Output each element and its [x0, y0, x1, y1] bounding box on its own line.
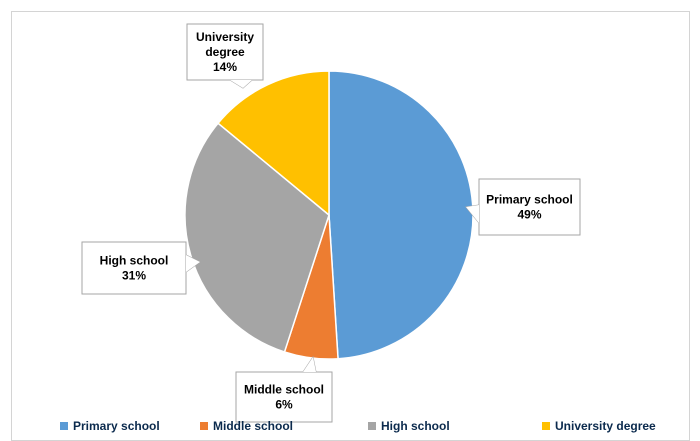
callout-pointer-fill [303, 357, 316, 372]
data-label-category: University [196, 30, 254, 44]
data-label-value: 31% [122, 269, 146, 283]
legend-swatch-university-degree [542, 422, 550, 430]
callout-pointer-fill [230, 80, 252, 88]
data-label-category: High school [100, 254, 169, 268]
callout-box [186, 23, 264, 81]
legend-swatch-middle-school [200, 422, 208, 430]
legend-label-primary-school: Primary school [73, 419, 160, 433]
legend-item-primary-school: Primary school [60, 419, 160, 433]
legend: Primary school Middle school High school… [60, 419, 700, 433]
legend-item-university-degree: University degree [542, 419, 656, 433]
legend-label-university-degree: University degree [555, 419, 656, 433]
data-label-value: 49% [517, 208, 541, 222]
data-label-category: degree [205, 45, 245, 59]
legend-swatch-primary-school [60, 422, 68, 430]
data-label-value: 6% [275, 398, 293, 412]
data-label-category: Middle school [244, 383, 324, 397]
legend-item-high-school: High school [368, 419, 450, 433]
callout-pointer-fill [466, 205, 479, 223]
legend-label-high-school: High school [381, 419, 450, 433]
legend-item-middle-school: Middle school [200, 419, 293, 433]
callout-pointer-fill [186, 255, 200, 272]
callout-box [235, 371, 333, 423]
data-label-category: Primary school [486, 193, 573, 207]
legend-swatch-high-school [368, 422, 376, 430]
pie-slice-high-school [184, 122, 330, 353]
data-label-value: 14% [213, 60, 237, 74]
pie-slice-university-degree [216, 70, 330, 217]
pie-slice-primary-school [328, 70, 474, 360]
callout-box [81, 241, 187, 295]
legend-label-middle-school: Middle school [213, 419, 294, 433]
